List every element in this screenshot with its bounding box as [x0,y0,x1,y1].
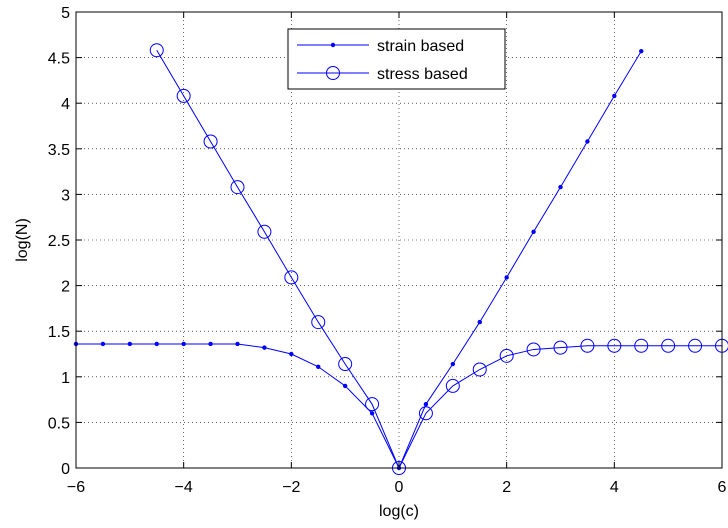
series-line-strain [76,50,642,470]
data-point-stress [526,342,541,357]
legend-label-strain: strain based [377,38,464,55]
y-tick-label: 3.5 [48,142,70,159]
data-point-stress [365,397,380,412]
series-line-stress [156,50,722,470]
data-point-stress [499,348,514,363]
data-point-stress [472,362,487,377]
data-point-stress [338,357,353,372]
data-point-strain [262,345,267,350]
legend: strain based stress based [287,28,506,90]
data-point-stress [607,338,622,353]
data-point-stress [553,340,568,355]
data-point-stress [580,338,595,353]
data-point-stress [149,43,164,58]
data-point-strain [639,49,644,54]
x-tick-label: 4 [610,479,619,496]
data-point-strain [369,411,375,416]
data-point-strain [450,361,456,367]
data-point-strain [235,341,240,347]
data-point-strain [612,93,617,99]
x-tick-label: 6 [718,479,727,496]
y-tick-label: 3 [61,187,70,204]
data-point-strain [558,184,563,190]
x-tick-label: 2 [502,479,511,496]
data-point-strain [289,351,294,357]
y-tick-label: 0.5 [48,415,70,432]
data-point-stress [203,134,218,149]
y-tick-label: 1 [61,370,70,387]
data-point-strain [504,275,509,280]
data-point-stress [284,270,299,285]
data-point-strain [342,383,348,389]
data-point-stress [176,88,191,103]
y-axis-title: log(N) [14,218,31,262]
legend-label-stress: stress based [377,66,468,83]
data-point-strain [531,229,536,234]
data-point-strain [100,341,106,347]
legend-marker-strain [330,42,336,48]
y-tick-label: 1.5 [48,324,70,341]
data-point-stress [688,338,703,353]
data-point-strain [127,341,133,347]
data-point-strain [208,341,213,347]
x-tick-label: −2 [282,479,300,496]
x-tick-label: −4 [175,479,193,496]
data-point-strain [316,364,321,369]
data-point-stress [311,315,326,330]
data-point-strain [423,401,429,407]
data-point-strain [477,319,482,325]
x-tick-label: −6 [67,479,85,496]
data-point-strain [181,341,186,347]
x-tick-label: 0 [395,479,404,496]
x-axis-title: log(c) [379,503,419,520]
data-point-stress [445,378,460,393]
legend-marker-stress [326,66,340,80]
ticks: −6 −4 −2 0 2 4 6 0 0.5 1 1.5 2 2.5 3 3.5 4 4.5 5 [48,5,727,496]
y-tick-label: 2.5 [48,233,70,250]
y-tick-label: 5 [61,5,70,22]
data-point-strain [585,139,590,144]
y-tick-label: 0 [61,461,70,478]
data-point-strain [154,341,159,347]
data-point-stress [257,224,272,239]
data-point-stress [634,338,649,353]
legend-box [287,28,506,90]
data-point-stress [661,338,676,353]
series-layer [73,43,728,475]
y-tick-label: 4 [61,96,70,113]
data-point-stress [230,180,245,195]
y-tick-label: 4.5 [48,51,70,68]
data-point-stress [418,406,433,421]
y-tick-label: 2 [61,279,70,296]
